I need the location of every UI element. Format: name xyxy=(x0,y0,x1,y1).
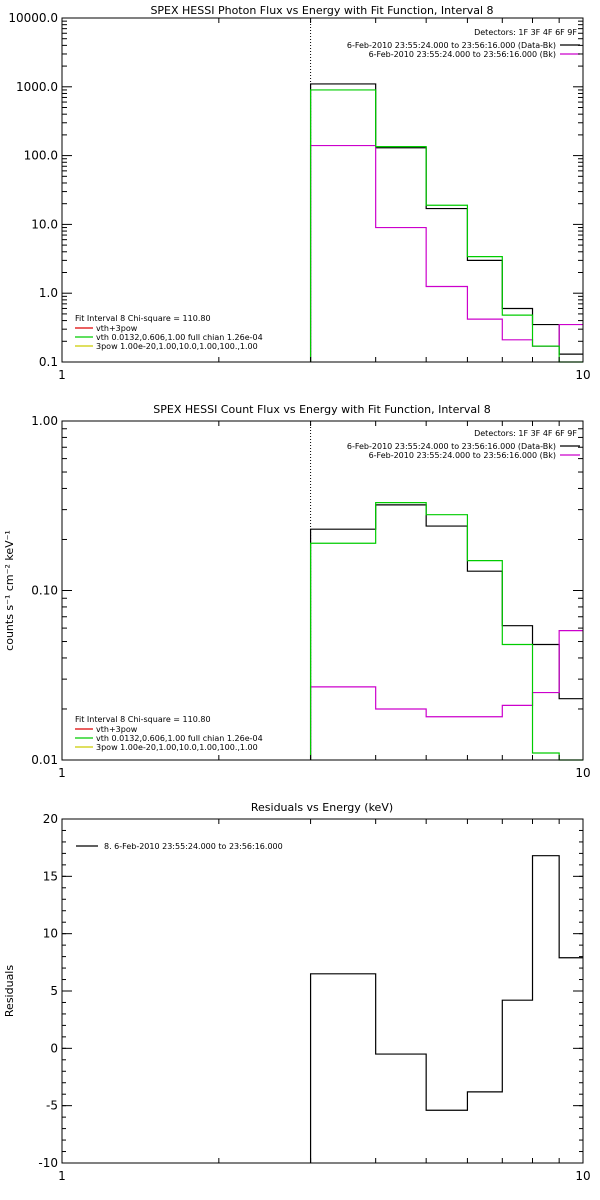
plot-frame xyxy=(61,420,584,761)
series-line-data-bk xyxy=(309,83,583,362)
chart-title: SPEX HESSI Count Flux vs Energy with Fit… xyxy=(153,403,490,416)
fit-legend-entry: vth 0.0132,0.606,1.00 full chian 1.26e-0… xyxy=(96,333,263,342)
series-line-vth xyxy=(309,89,583,363)
fit-legend-entry: 3pow 1.00e-20,1.00,10.0,1.00,100.,1.00 xyxy=(96,743,258,752)
fit-legend-entry: vth+3pow xyxy=(96,324,138,333)
y-tick-label: -5 xyxy=(46,1099,58,1113)
y-tick-label: 20 xyxy=(43,812,58,826)
y-axis-label: Residuals xyxy=(3,965,16,1017)
y-tick-label: 10 xyxy=(43,927,58,941)
legend-entry: 6-Feb-2010 23:55:24.000 to 23:56:16.000 … xyxy=(347,442,556,451)
x-tick-label: 10 xyxy=(575,1169,590,1183)
y-tick-label: 0.01 xyxy=(31,753,58,767)
fit-legend-title: Fit Interval 8 Chi-square = 110.80 xyxy=(75,314,211,323)
legend-entry: 6-Feb-2010 23:55:24.000 to 23:56:16.000 … xyxy=(369,451,556,460)
axes: 1 10 0.01 0.10 1.00 xyxy=(31,414,590,780)
legend-entry: 6-Feb-2010 23:55:24.000 to 23:56:16.000 … xyxy=(347,41,556,50)
y-tick-label: 10.0 xyxy=(31,217,58,231)
y-tick-label: 10000.0 xyxy=(8,11,58,25)
y-tick-label: 0 xyxy=(50,1041,58,1055)
y-tick-label: 5 xyxy=(50,984,58,998)
series-line-8 xyxy=(309,855,583,1163)
axes: 1 10 -10 -5 0 5 10 15 20 xyxy=(38,812,590,1183)
legend: 8. 6-Feb-2010 23:55:24.000 to 23:56:16.0… xyxy=(76,842,283,851)
fit-legend-entry: 3pow 1.00e-20,1.00,10.0,1.00,100.,1.00 xyxy=(96,342,258,351)
y-tick-label: 1.00 xyxy=(31,414,58,428)
count-flux-chart: SPEX HESSI Count Flux vs Energy with Fit… xyxy=(3,403,591,780)
plot-frame xyxy=(61,17,584,363)
y-tick-label: -10 xyxy=(38,1156,58,1170)
legend-entry: 8. 6-Feb-2010 23:55:24.000 to 23:56:16.0… xyxy=(104,842,283,851)
legend: 6-Feb-2010 23:55:24.000 to 23:56:16.000 … xyxy=(347,41,580,59)
x-tick-label: 1 xyxy=(58,368,66,382)
legend: 6-Feb-2010 23:55:24.000 to 23:56:16.000 … xyxy=(347,442,580,460)
legend-entry: 6-Feb-2010 23:55:24.000 to 23:56:16.000 … xyxy=(369,50,556,59)
legend-header: Detectors: 1F 3F 4F 6F 9F xyxy=(474,28,577,37)
series-line-vth xyxy=(309,502,583,761)
photon-flux-chart: SPEX HESSI Photon Flux vs Energy with Fi… xyxy=(8,4,590,382)
y-tick-label: 15 xyxy=(43,869,58,883)
x-tick-label: 10 xyxy=(575,368,590,382)
y-tick-label: 0.10 xyxy=(31,584,58,598)
y-tick-label: 100.0 xyxy=(24,149,58,163)
fit-legend-title: Fit Interval 8 Chi-square = 110.80 xyxy=(75,715,211,724)
series-line-bk xyxy=(309,629,583,760)
y-tick-label: 1000.0 xyxy=(16,80,58,94)
x-tick-label: 1 xyxy=(58,766,66,780)
plot-marks xyxy=(309,18,583,363)
series-line-bk xyxy=(309,144,583,362)
x-tick-label: 1 xyxy=(58,1169,66,1183)
fit-legend-entry: vth 0.0132,0.606,1.00 full chian 1.26e-0… xyxy=(96,734,263,743)
chart-title: Residuals vs Energy (keV) xyxy=(251,801,393,814)
plot-frame xyxy=(61,818,584,1164)
chart-title: SPEX HESSI Photon Flux vs Energy with Fi… xyxy=(150,4,493,17)
legend-header: Detectors: 1F 3F 4F 6F 9F xyxy=(474,429,577,438)
y-tick-label: 0.1 xyxy=(39,355,58,369)
y-tick-label: 1.0 xyxy=(39,286,58,300)
plot-marks xyxy=(309,855,583,1163)
x-tick-label: 10 xyxy=(575,766,590,780)
y-axis-label: counts s⁻¹ cm⁻² keV⁻¹ xyxy=(3,530,16,651)
plot-marks xyxy=(309,421,583,761)
fit-legend-entry: vth+3pow xyxy=(96,725,138,734)
residuals-chart: Residuals vs Energy (keV) Residuals 8. 6… xyxy=(3,801,591,1183)
axes: 1 10 0.1 1.0 10.0 100.0 1000.0 10000.0 xyxy=(8,11,590,382)
